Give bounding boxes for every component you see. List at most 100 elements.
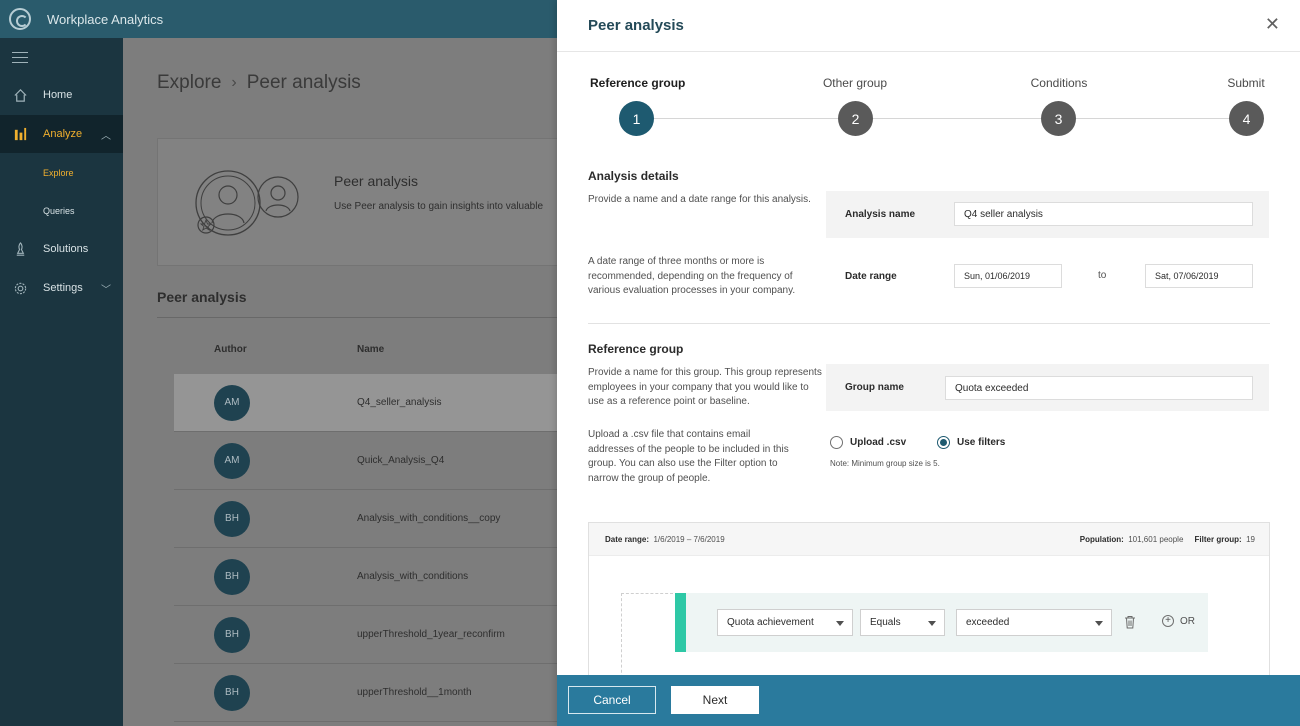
- nav-label-solutions: Solutions: [43, 243, 89, 255]
- date-range-to-label: to: [1098, 270, 1107, 281]
- attribute-dropdown[interactable]: Quota achievement: [717, 609, 853, 636]
- step-number: 1: [619, 101, 654, 136]
- filter-date-range: Date range: 1/6/2019 – 7/6/2019: [605, 535, 725, 544]
- wizard-steps: Reference group 1 Other group 2 Conditio…: [557, 52, 1300, 152]
- section-divider: [588, 323, 1270, 324]
- filter-group-label: Filter group:: [1194, 535, 1242, 544]
- filter-tree-line: [621, 593, 622, 681]
- promo-title: Peer analysis: [334, 173, 419, 189]
- main-content: Explore › Peer analysis Peer analysis Us…: [123, 38, 557, 726]
- step-number: 2: [838, 101, 873, 136]
- step-reference-group[interactable]: Reference group 1: [590, 76, 686, 136]
- avatar: BH: [214, 500, 250, 537]
- step-label: Reference group: [590, 76, 686, 90]
- value-dropdown[interactable]: exceeded: [956, 609, 1112, 636]
- date-range-end-input[interactable]: Sat, 07/06/2019: [1145, 264, 1253, 288]
- filter-condition-row: Quota achievement Equals exceeded + OR: [675, 593, 1208, 652]
- app-title: Workplace Analytics: [47, 11, 164, 27]
- analysis-name: upperThreshold_1year_reconfirm: [357, 629, 505, 640]
- home-icon: [12, 87, 28, 103]
- analysis-name: Quick_Analysis_Q4: [357, 455, 445, 466]
- peer-analysis-promo-card: Peer analysis Use Peer analysis to gain …: [157, 138, 557, 266]
- panel-footer: Cancel Next: [557, 675, 1300, 726]
- upload-csv-label: Upload .csv: [850, 437, 907, 448]
- avatar: BH: [214, 674, 250, 711]
- panel-header: Peer analysis ✕: [557, 0, 1300, 52]
- step-submit[interactable]: Submit 4: [1221, 76, 1271, 136]
- group-name-row: Group name Quota exceeded: [826, 364, 1269, 411]
- cancel-button[interactable]: Cancel: [568, 686, 656, 714]
- filter-summary-bar: Date range: 1/6/2019 – 7/6/2019 Populati…: [589, 523, 1269, 556]
- peer-analysis-panel: Peer analysis ✕ Reference group 1 Other …: [557, 0, 1300, 726]
- filter-date-range-value: 1/6/2019 – 7/6/2019: [653, 535, 725, 544]
- chevron-down-icon[interactable]: ﹀: [101, 284, 111, 296]
- add-or-condition-button[interactable]: + OR: [1162, 615, 1195, 627]
- side-navigation: Home Analyze ︿ Explore Queries Solutions…: [0, 38, 123, 726]
- date-range-help: A date range of three months or more is …: [588, 256, 796, 296]
- operator-value: Equals: [870, 617, 901, 628]
- next-button[interactable]: Next: [671, 686, 759, 714]
- column-header-name[interactable]: Name: [357, 344, 385, 355]
- nav-item-analyze[interactable]: Analyze ︿: [0, 115, 123, 153]
- step-connector: [637, 118, 1247, 119]
- hamburger-menu-icon[interactable]: [12, 52, 28, 67]
- use-filters-radio[interactable]: Use filters: [937, 436, 1005, 449]
- group-name-input[interactable]: Quota exceeded: [945, 376, 1253, 400]
- attribute-value: Quota achievement: [727, 617, 814, 628]
- nav-label-settings: Settings: [43, 282, 83, 294]
- step-conditions[interactable]: Conditions 3: [1024, 76, 1094, 136]
- date-range-label: Date range: [845, 271, 897, 282]
- step-number: 3: [1041, 101, 1076, 136]
- avatar: BH: [214, 616, 250, 653]
- filter-population: Population: 101,601 people Filter group:…: [1080, 535, 1255, 544]
- step-label: Submit: [1227, 76, 1265, 90]
- chevron-up-icon[interactable]: ︿: [101, 130, 111, 142]
- step-label: Conditions: [1030, 76, 1088, 90]
- close-icon[interactable]: ✕: [1264, 14, 1280, 34]
- chevron-right-icon: ›: [231, 74, 237, 91]
- nav-item-solutions[interactable]: Solutions: [0, 230, 123, 268]
- analysis-details-title: Analysis details: [588, 169, 679, 183]
- population-label: Population:: [1079, 535, 1124, 544]
- population-value: 101,601 people: [1128, 535, 1184, 544]
- or-label: OR: [1180, 615, 1195, 627]
- min-group-size-note: Note: Minimum group size is 5.: [830, 459, 940, 468]
- analysis-name-help: Provide a name and a date range for this…: [588, 194, 811, 205]
- use-filters-label: Use filters: [957, 437, 1006, 448]
- caret-down-icon: [1095, 621, 1103, 626]
- trash-icon[interactable]: [1124, 615, 1136, 629]
- nav-label-analyze: Analyze: [43, 128, 83, 140]
- upload-help: Upload a .csv file that contains email a…: [588, 429, 789, 484]
- table-row[interactable]: AM Q4_seller_analysis: [174, 374, 557, 432]
- breadcrumb-explore[interactable]: Explore: [157, 72, 222, 93]
- table-row[interactable]: BH upperThreshold__1month: [174, 664, 557, 722]
- column-header-author[interactable]: Author: [214, 344, 247, 355]
- avatar: AM: [214, 384, 250, 421]
- table-row[interactable]: BH Analysis_with_conditions: [174, 548, 557, 606]
- step-other-group[interactable]: Other group 2: [815, 76, 895, 136]
- breadcrumb: Explore › Peer analysis: [157, 72, 361, 94]
- table-row[interactable]: AM Quick_Analysis_Q4: [174, 432, 557, 490]
- nav-item-settings[interactable]: Settings ﹀: [0, 269, 123, 307]
- nav-item-home[interactable]: Home: [0, 76, 123, 114]
- value-value: exceeded: [966, 617, 1010, 628]
- filter-tree-branch: [621, 593, 673, 594]
- list-title: Peer analysis: [157, 289, 247, 305]
- analysis-name: Analysis_with_conditions__copy: [357, 513, 501, 524]
- analysis-name-input[interactable]: Q4 seller analysis: [954, 202, 1253, 226]
- reference-group-title: Reference group: [588, 342, 684, 356]
- breadcrumb-current: Peer analysis: [246, 72, 361, 93]
- date-range-start-input[interactable]: Sun, 01/06/2019: [954, 264, 1062, 288]
- table-row[interactable]: BH Analysis_with_conditions__copy: [174, 490, 557, 548]
- upload-csv-radio[interactable]: Upload .csv: [830, 436, 906, 449]
- add-circle-icon: +: [1162, 615, 1174, 627]
- radio-unchecked-icon: [830, 436, 843, 449]
- filter-date-range-label: Date range:: [605, 535, 650, 544]
- avatar: AM: [214, 442, 250, 479]
- nav-subitem-queries[interactable]: Queries: [43, 206, 75, 216]
- operator-dropdown[interactable]: Equals: [860, 609, 945, 636]
- analysis-name-row: Analysis name Q4 seller analysis: [826, 191, 1269, 238]
- workplace-analytics-logo-icon: [9, 8, 31, 30]
- nav-subitem-explore[interactable]: Explore: [43, 168, 74, 178]
- table-row[interactable]: BH upperThreshold_1year_reconfirm: [174, 606, 557, 664]
